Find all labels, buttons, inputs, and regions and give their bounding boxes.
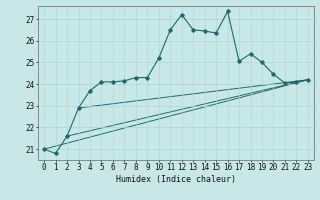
X-axis label: Humidex (Indice chaleur): Humidex (Indice chaleur) xyxy=(116,175,236,184)
